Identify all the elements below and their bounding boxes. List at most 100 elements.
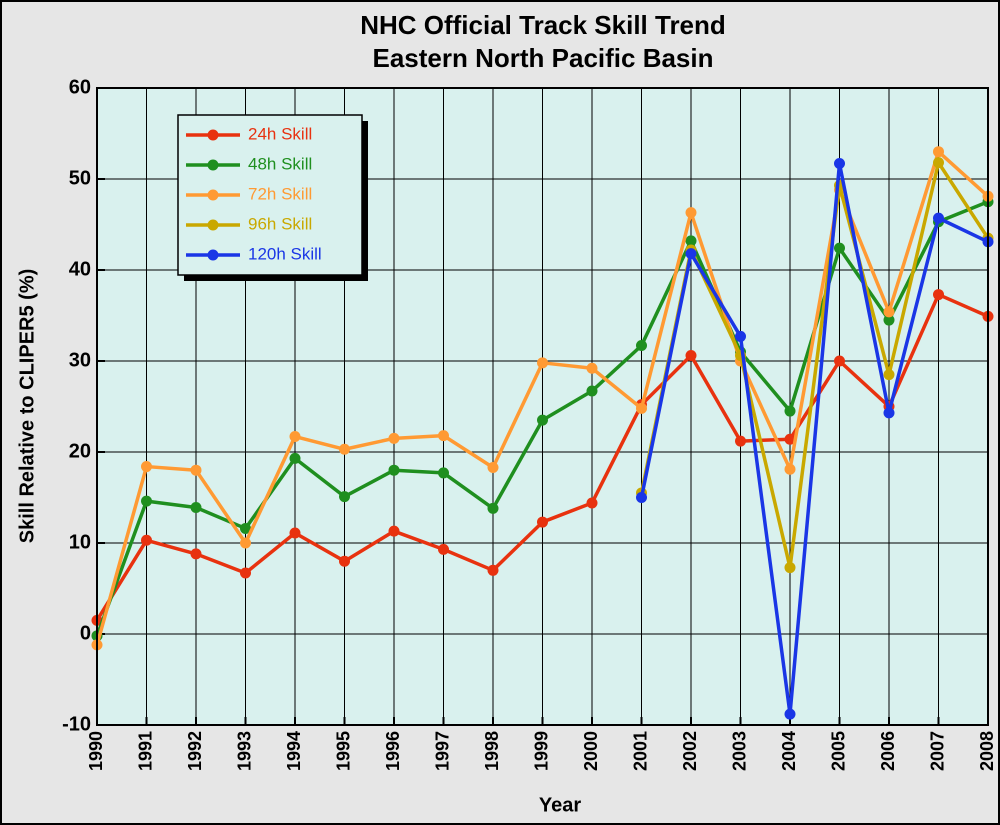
- data-point: [933, 157, 944, 169]
- data-point: [784, 463, 796, 475]
- x-tick-label: 1990: [86, 731, 106, 771]
- y-tick-label: 30: [69, 349, 91, 371]
- data-point: [339, 443, 350, 455]
- y-tick-label: 20: [69, 440, 91, 462]
- x-tick-label: 1992: [185, 731, 205, 771]
- chart-title: NHC Official Track Skill Trend: [360, 10, 726, 40]
- data-point: [388, 432, 400, 444]
- data-point: [834, 355, 845, 367]
- data-point: [735, 435, 746, 447]
- data-point: [190, 502, 202, 514]
- data-point: [883, 306, 895, 318]
- x-tick-label: 2003: [729, 731, 749, 771]
- series-lines: [91, 146, 994, 720]
- data-point: [190, 464, 202, 476]
- data-point: [339, 491, 350, 503]
- legend-label: 48h Skill: [248, 154, 312, 173]
- data-point: [834, 242, 845, 254]
- x-tick-label: 1996: [383, 731, 403, 771]
- x-tick-label: 1998: [482, 731, 502, 771]
- data-point: [685, 248, 697, 260]
- data-point: [933, 289, 944, 301]
- legend-marker: [207, 249, 219, 261]
- x-tick-label: 2001: [630, 731, 650, 771]
- data-point: [537, 357, 548, 369]
- series-line: [639, 161, 989, 716]
- y-tick-label: -10: [62, 713, 91, 735]
- data-point: [388, 464, 400, 476]
- data-point: [636, 492, 647, 503]
- legend-marker: [207, 189, 219, 201]
- x-tick-label: 1994: [284, 731, 304, 771]
- x-tick-label: 2002: [680, 731, 700, 771]
- x-axis-label: Year: [539, 794, 581, 816]
- data-point: [636, 402, 647, 414]
- data-point: [438, 430, 449, 442]
- data-point: [537, 414, 548, 426]
- data-point: [933, 212, 944, 224]
- legend-label: 120h Skill: [248, 244, 322, 263]
- data-point: [141, 495, 152, 507]
- data-point: [289, 452, 301, 464]
- legend: 24h Skill 48h Skill 72h Skill 96h Skill 120h…: [177, 114, 368, 281]
- legend-label: 72h Skill: [248, 184, 312, 203]
- x-tick-label: 1995: [333, 731, 353, 771]
- data-point: [537, 516, 548, 528]
- data-point: [487, 502, 499, 514]
- data-point: [735, 330, 746, 342]
- data-point: [240, 522, 251, 534]
- x-tick-label: 2000: [581, 731, 601, 771]
- x-tick-label: 2008: [977, 731, 997, 771]
- chart-subtitle: Eastern North Pacific Basin: [373, 43, 714, 73]
- y-tick-label: 0: [80, 622, 91, 644]
- x-tick-label: 1997: [432, 731, 452, 771]
- x-tick-label: 1991: [135, 731, 155, 771]
- y-tick-label: 10: [69, 531, 91, 553]
- data-point: [141, 534, 152, 546]
- data-point: [339, 555, 350, 567]
- data-point: [240, 567, 251, 579]
- data-point: [388, 525, 400, 537]
- data-point: [685, 207, 697, 219]
- data-point: [289, 431, 301, 443]
- legend-marker: [207, 129, 219, 141]
- legend-marker: [207, 159, 219, 171]
- data-point: [289, 527, 301, 539]
- data-point: [636, 340, 647, 352]
- data-point: [933, 146, 944, 158]
- data-point: [438, 543, 449, 555]
- x-tick-label: 2005: [828, 731, 848, 771]
- y-tick-label: 50: [69, 167, 91, 189]
- x-tick-label: 2006: [878, 731, 898, 771]
- y-axis-label: Skill Relative to CLIPER5 (%): [16, 269, 38, 544]
- x-tick-label: 2004: [779, 731, 799, 771]
- data-point: [883, 407, 895, 419]
- data-point: [586, 385, 598, 397]
- data-point: [834, 158, 845, 170]
- x-tick-label: 1993: [234, 731, 254, 771]
- data-point: [190, 548, 202, 560]
- data-point: [487, 564, 499, 576]
- data-point: [685, 235, 697, 247]
- data-point: [141, 461, 152, 473]
- data-point: [685, 350, 697, 362]
- data-point: [487, 461, 499, 473]
- legend-label: 96h Skill: [248, 214, 312, 233]
- legend-box: [177, 114, 363, 276]
- x-tick-label: 2007: [927, 731, 947, 771]
- data-point: [586, 362, 598, 374]
- data-point: [784, 433, 796, 445]
- data-point: [883, 314, 895, 326]
- legend-marker: [207, 219, 219, 231]
- data-point: [883, 369, 895, 381]
- legend-label: 24h Skill: [248, 124, 312, 143]
- data-point: [586, 497, 598, 509]
- x-tick-label: 1999: [531, 731, 551, 771]
- data-point: [240, 537, 251, 549]
- y-tick-label: 60: [69, 76, 91, 98]
- data-point: [784, 708, 796, 720]
- y-tick-label: 40: [69, 258, 91, 280]
- data-point: [784, 562, 796, 574]
- data-point: [784, 405, 796, 417]
